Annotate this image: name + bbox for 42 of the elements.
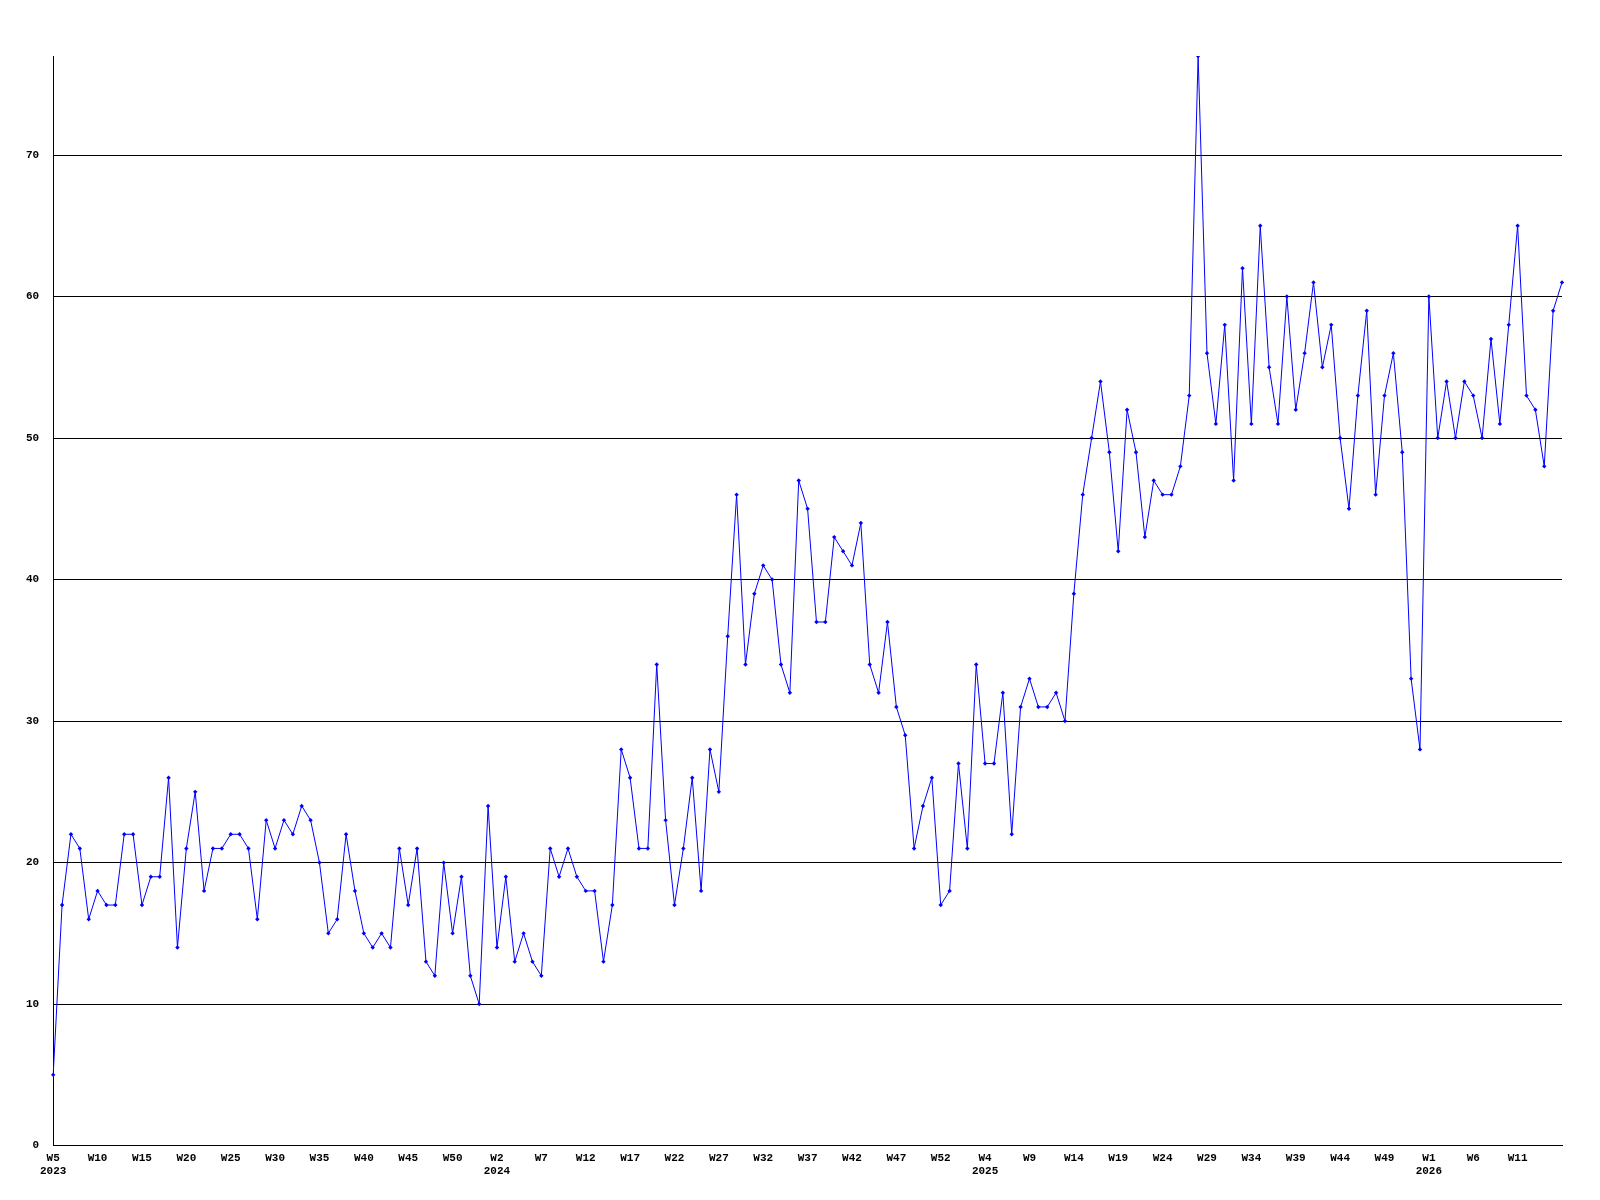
y-tick-label: 70 [26, 148, 40, 161]
x-tick-label: W6 [1466, 1151, 1480, 1164]
x-tick-label: W4 2025 [971, 1151, 999, 1178]
x-tick-label: W12 [575, 1151, 596, 1164]
x-tick-label: W50 [442, 1151, 463, 1164]
x-tick-label: W1 2026 [1415, 1151, 1443, 1178]
x-tick-label: W52 [930, 1151, 951, 1164]
x-tick-label: W35 [309, 1151, 330, 1164]
x-tick-label: W15 [132, 1151, 153, 1164]
x-tick-label: W30 [265, 1151, 285, 1164]
y-tick-label: 0 [32, 1139, 40, 1152]
y-tick-label: 20 [26, 856, 40, 869]
y-tick-label: 10 [26, 997, 40, 1010]
x-tick-label: W37 [797, 1151, 818, 1164]
x-tick-label: W14 [1063, 1151, 1085, 1164]
y-tick-label: 30 [26, 714, 40, 727]
x-tick-label: W29 [1197, 1151, 1217, 1164]
x-tick-label: W7 [534, 1151, 548, 1164]
x-tick-label: W22 [664, 1151, 685, 1164]
x-tick-label: W17 [620, 1151, 640, 1164]
x-tick-label: W49 [1374, 1151, 1395, 1164]
x-tick-label: W47 [886, 1151, 907, 1164]
x-tick-label: W45 [398, 1151, 419, 1164]
x-tick-label: W9 [1022, 1151, 1037, 1164]
x-tick-label: W20 [176, 1151, 197, 1164]
x-tick-label: W32 [753, 1151, 774, 1164]
x-tick-label: W25 [220, 1151, 241, 1164]
y-tick-label: 40 [26, 573, 40, 586]
x-tick-label: W34 [1241, 1151, 1262, 1164]
x-tick-label: W5 2023 [40, 1151, 67, 1178]
x-tick-label: W2 2024 [483, 1151, 511, 1178]
x-tick-label: W24 [1152, 1151, 1173, 1164]
x-tick-label: W27 [708, 1151, 729, 1164]
x-tick-label: W39 [1285, 1151, 1306, 1164]
y-tick-label: 50 [26, 431, 40, 444]
x-tick-label: W44 [1330, 1151, 1351, 1164]
x-tick-label: W19 [1108, 1151, 1129, 1164]
x-tick-label: W10 [87, 1151, 108, 1164]
x-tick-label: W42 [842, 1151, 862, 1164]
x-tick-label: W40 [353, 1151, 374, 1164]
y-tick-label: 60 [26, 290, 40, 303]
x-tick-label: W11 [1507, 1151, 1528, 1164]
